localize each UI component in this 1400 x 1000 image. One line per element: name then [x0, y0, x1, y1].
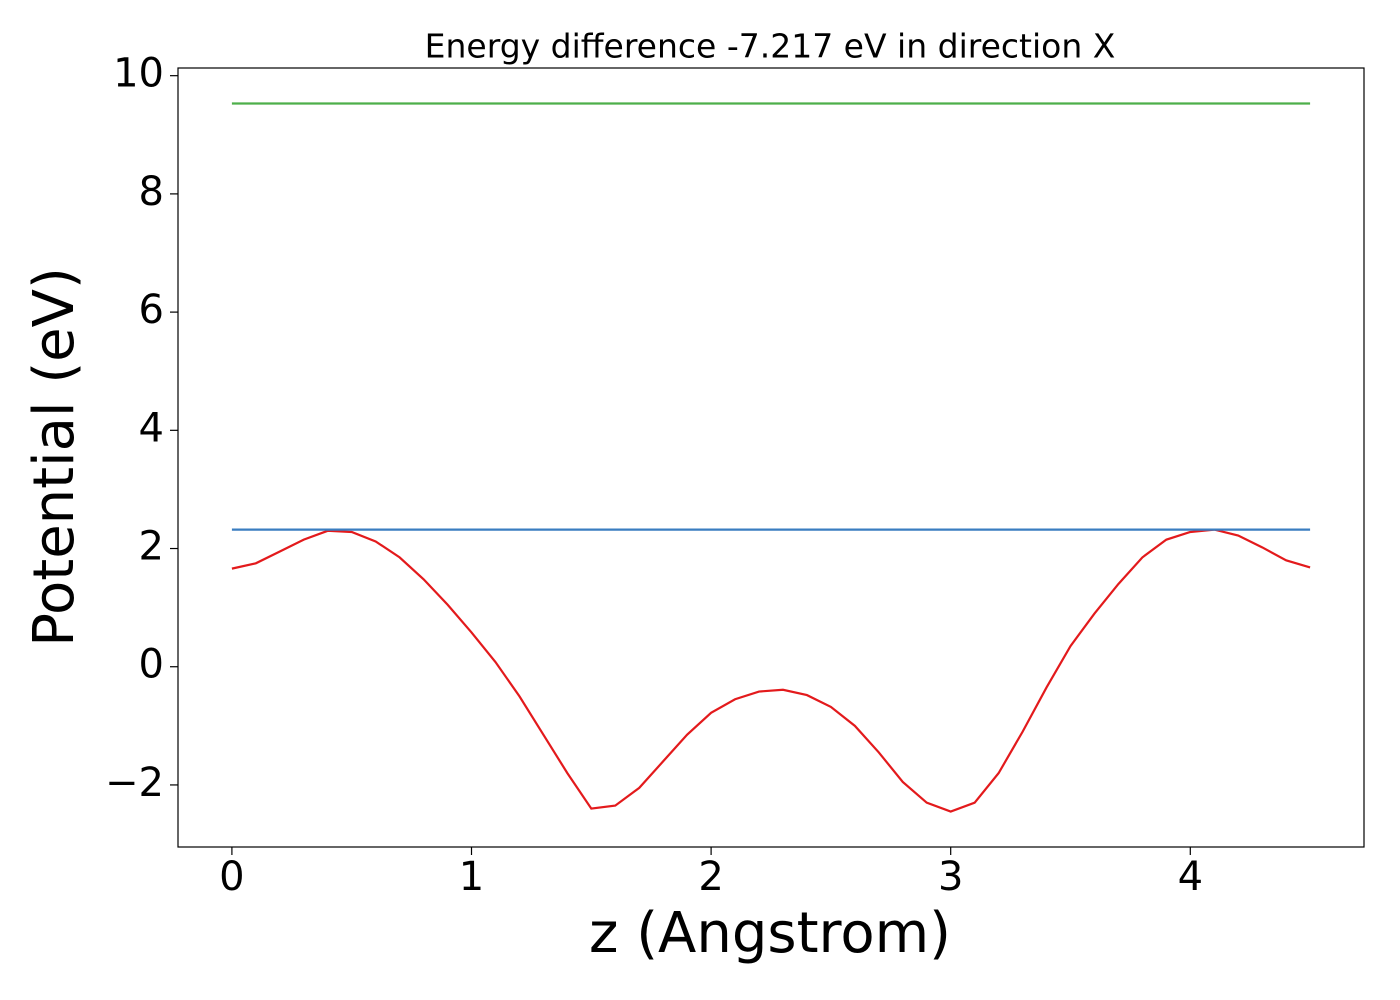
y-tick-label: 4: [139, 405, 164, 451]
series-line: [231, 528, 1311, 813]
y-axis-label: Potential (eV): [22, 267, 87, 647]
plot-frame: [177, 67, 1365, 848]
y-tick-label: 10: [113, 51, 164, 97]
y-tick-label: 6: [139, 287, 164, 333]
x-tick-label: 0: [219, 854, 244, 900]
x-axis-label: z (Angstrom): [589, 901, 951, 966]
chart-title: Energy difference -7.217 eV in direction…: [425, 27, 1116, 66]
y-tick-label: 2: [139, 524, 164, 570]
x-tick-label: 3: [938, 854, 963, 900]
y-tick-label: 0: [139, 642, 164, 688]
y-tick-label: −2: [105, 760, 164, 806]
x-tick-label: 2: [698, 854, 723, 900]
x-tick-label: 4: [1178, 854, 1203, 900]
y-tick-label: 8: [139, 169, 164, 215]
x-tick-label: 1: [459, 854, 484, 900]
